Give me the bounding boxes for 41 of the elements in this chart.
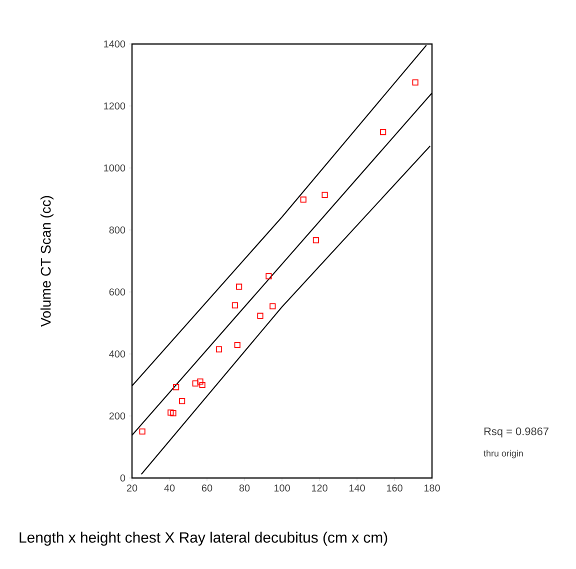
point: [170, 410, 176, 416]
point: [257, 312, 264, 319]
y-tick-label: 200: [109, 412, 126, 420]
point: [266, 273, 272, 280]
point: [270, 303, 276, 310]
point: [216, 346, 222, 352]
y-tick-label: 800: [109, 226, 126, 234]
point: [232, 302, 238, 308]
y-tick-label: 0: [120, 474, 126, 482]
point: [179, 398, 186, 404]
x-tick-label: 140: [349, 484, 365, 492]
y-tick-label: 400: [109, 350, 126, 358]
x-tick-label: 160: [386, 484, 402, 492]
x-tick-label: 60: [202, 484, 212, 492]
y-tick-label: 600: [109, 288, 126, 296]
point: [312, 237, 319, 244]
point: [168, 410, 174, 416]
point: [322, 192, 328, 198]
x-tick-label: 180: [424, 484, 440, 492]
point: [139, 428, 146, 435]
point: [234, 342, 240, 348]
point: [412, 79, 418, 86]
point: [173, 384, 180, 390]
y-axis-title: Volume CT Scan (cc): [40, 196, 54, 327]
text: Rsq = 0.9867: [484, 427, 548, 438]
x-axis-title: Length x height chest X Ray lateral decubitus (cm x cm): [20, 532, 388, 546]
point: [380, 128, 386, 136]
point: [300, 196, 306, 203]
text: thru origin: [484, 450, 523, 458]
point: [192, 380, 198, 386]
x-tick-label: 100: [274, 484, 290, 492]
point: [236, 284, 242, 290]
x-tick-label: 120: [312, 484, 328, 492]
point: [197, 378, 204, 385]
x-tick-label: 20: [126, 484, 138, 492]
y-tick-label: 1200: [104, 102, 126, 110]
point: [199, 382, 206, 388]
y-tick-label: 1400: [104, 40, 126, 48]
x-tick-label: 40: [164, 484, 175, 492]
y-tick-label: 1000: [104, 164, 126, 172]
x-tick-label: 80: [239, 484, 250, 492]
